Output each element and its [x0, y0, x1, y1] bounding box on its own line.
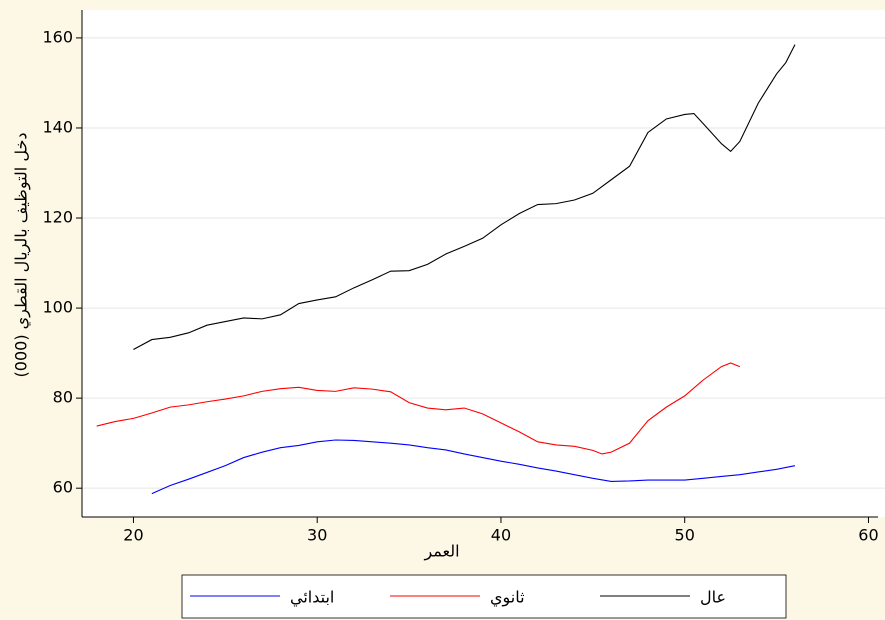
series-line — [151, 439, 796, 495]
legend-label: ثانوي — [490, 588, 525, 608]
y-tick-label: 80 — [53, 388, 73, 407]
x-tick-label: 60 — [858, 526, 878, 545]
legend-label: ابتدائي — [290, 588, 334, 608]
x-axis-label: العمر — [423, 542, 459, 562]
x-tick-label: 20 — [123, 526, 143, 545]
series-line — [133, 44, 796, 350]
y-tick-label: 160 — [42, 27, 73, 46]
y-tick-label: 120 — [42, 208, 73, 227]
x-tick-label: 50 — [675, 526, 695, 545]
series-line — [96, 362, 741, 455]
x-tick-label: 30 — [307, 526, 327, 545]
y-tick-label: 140 — [42, 117, 73, 136]
plot-area — [82, 10, 885, 517]
y-tick-label: 100 — [42, 298, 73, 317]
y-tick-label: 60 — [53, 478, 73, 497]
y-axis-label: دخل التوظيف بالريال القطري (000) — [12, 133, 32, 378]
x-tick-label: 40 — [491, 526, 511, 545]
legend-label: عال — [700, 588, 726, 607]
